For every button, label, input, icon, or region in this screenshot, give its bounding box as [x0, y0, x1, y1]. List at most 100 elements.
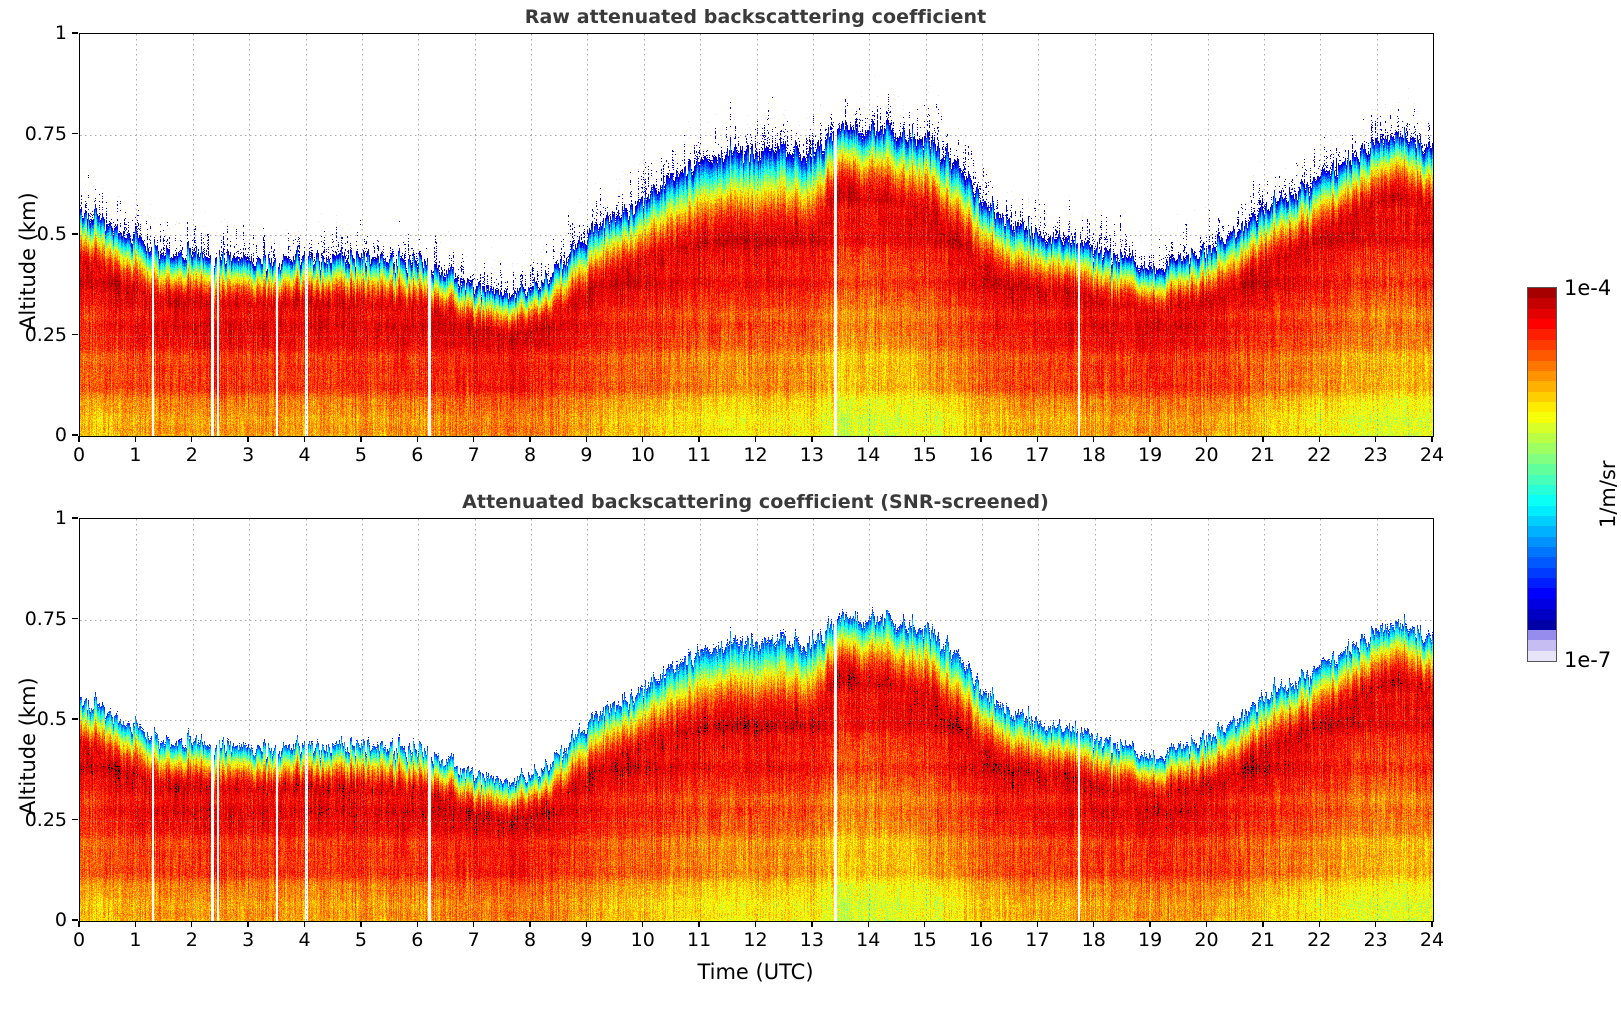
xtick-mark — [247, 921, 249, 927]
ytick-mark — [72, 233, 78, 235]
xtick-mark — [698, 921, 700, 927]
colorbar-canvas — [1528, 288, 1556, 661]
xtick-label: 20 — [1194, 444, 1219, 466]
xtick-label: 24 — [1419, 929, 1445, 951]
xtick-mark — [1431, 921, 1433, 927]
xtick-mark — [78, 921, 80, 927]
xtick-label: 0 — [72, 444, 86, 466]
panel-raw: Raw attenuated backscattering coefficien… — [0, 0, 1470, 480]
panel-raw-title: Raw attenuated backscattering coefficien… — [524, 6, 987, 28]
colorbar-gradient[interactable] — [1527, 287, 1557, 662]
xtick-label: 20 — [1194, 929, 1219, 951]
ytick-label: 0 — [54, 424, 67, 446]
xtick-mark — [1262, 921, 1264, 927]
xtick-label: 4 — [298, 929, 311, 951]
xtick-mark — [754, 436, 757, 442]
ytick-label: 0.75 — [24, 122, 67, 145]
xtick-label: 2 — [185, 929, 198, 951]
xtick-mark — [472, 436, 475, 442]
xtick-label: 5 — [354, 929, 367, 951]
xtick-label: 21 — [1250, 929, 1275, 951]
colorbar-unit-label: 1/m/sr — [1596, 460, 1620, 528]
ytick-label: 1 — [54, 22, 67, 44]
xtick-label: 15 — [912, 444, 937, 466]
xtick-label: 7 — [467, 929, 480, 951]
ytick-label: 0.25 — [24, 808, 67, 831]
ytick-label: 0 — [54, 909, 67, 931]
xtick-label: 23 — [1363, 444, 1388, 466]
xtick-mark — [191, 921, 193, 927]
ytick-mark — [72, 434, 78, 436]
xtick-label: 18 — [1081, 444, 1106, 466]
xtick-label: 0 — [72, 929, 86, 951]
xtick-label: 2 — [185, 444, 198, 466]
xtick-mark — [585, 921, 588, 927]
ytick-label: 0.5 — [36, 223, 67, 245]
xtick-mark — [303, 921, 306, 927]
ytick-mark — [72, 333, 78, 336]
ytick-mark — [72, 919, 78, 921]
xtick-label: 4 — [298, 444, 311, 466]
xtick-label: 19 — [1138, 444, 1163, 466]
xtick-label: 17 — [1025, 929, 1050, 951]
xtick-mark — [585, 436, 588, 442]
xtick-mark — [472, 921, 475, 927]
xtick-label: 22 — [1307, 929, 1332, 951]
panel-raw-heatmap — [80, 34, 1433, 436]
xtick-mark — [78, 436, 80, 442]
xtick-label: 24 — [1419, 444, 1445, 466]
ytick-mark — [72, 718, 78, 720]
panel-screened-ylabel: Altitude (km) — [16, 677, 40, 815]
ytick-mark — [72, 617, 78, 620]
colorbar: 1e-4 1e-7 1/m/sr — [1500, 270, 1621, 690]
xtick-mark — [1318, 921, 1320, 927]
xtick-label: 5 — [354, 444, 367, 466]
xtick-mark — [811, 921, 813, 927]
xtick-mark — [642, 921, 644, 927]
xtick-label: 13 — [799, 444, 824, 466]
colorbar-max-label: 1e-4 — [1564, 276, 1612, 300]
xtick-label: 1 — [129, 929, 142, 951]
xtick-label: 11 — [687, 444, 712, 466]
xtick-mark — [754, 921, 757, 927]
xtick-label: 16 — [968, 929, 994, 951]
xtick-mark — [1205, 921, 1208, 927]
xtick-mark — [923, 436, 926, 442]
xtick-mark — [1262, 436, 1264, 442]
xtick-mark — [134, 436, 137, 442]
panel-screened-plot-area[interactable] — [79, 518, 1434, 922]
xtick-mark — [416, 921, 418, 927]
xtick-label: 11 — [687, 929, 712, 951]
xtick-label: 9 — [580, 444, 593, 466]
panel-raw-ylabel: Altitude (km) — [16, 192, 40, 330]
ytick-mark — [72, 517, 78, 519]
ytick-mark — [72, 32, 78, 34]
xtick-label: 18 — [1081, 929, 1106, 951]
xtick-label: 3 — [242, 444, 255, 466]
xtick-label: 8 — [523, 444, 537, 466]
xtick-mark — [980, 921, 982, 927]
xtick-mark — [1093, 436, 1095, 442]
xtick-label: 10 — [630, 444, 655, 466]
xtick-mark — [360, 436, 362, 442]
xtick-label: 12 — [743, 929, 768, 951]
xtick-mark — [1374, 921, 1377, 927]
xtick-mark — [867, 921, 869, 927]
xtick-mark — [923, 921, 926, 927]
xtick-label: 19 — [1138, 929, 1163, 951]
xtick-mark — [416, 436, 418, 442]
xtick-label: 14 — [856, 444, 881, 466]
xtick-mark — [1431, 436, 1433, 442]
xtick-label: 15 — [912, 929, 937, 951]
xtick-label: 17 — [1025, 444, 1050, 466]
xtick-mark — [1149, 436, 1151, 442]
xtick-label: 3 — [242, 929, 255, 951]
panel-screened-heatmap — [80, 519, 1433, 921]
xtick-mark — [134, 921, 137, 927]
ytick-label: 1 — [54, 507, 67, 529]
ytick-label: 0.25 — [24, 323, 67, 346]
xtick-label: 13 — [799, 929, 824, 951]
panel-raw-plot-area[interactable] — [79, 33, 1434, 437]
xtick-mark — [1318, 436, 1320, 442]
